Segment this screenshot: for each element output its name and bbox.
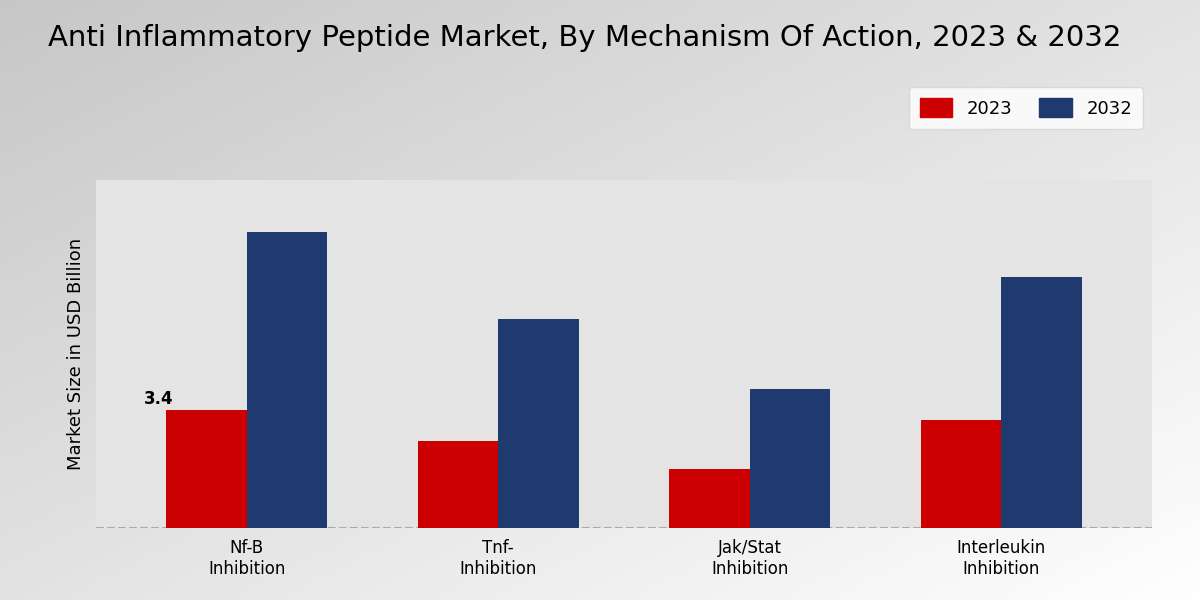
Text: Anti Inflammatory Peptide Market, By Mechanism Of Action, 2023 & 2032: Anti Inflammatory Peptide Market, By Mec… — [48, 24, 1121, 52]
Bar — [750, 389, 830, 528]
Bar — [247, 232, 328, 528]
Bar — [1001, 277, 1081, 528]
Bar — [167, 410, 247, 528]
Legend: 2023, 2032: 2023, 2032 — [908, 88, 1142, 128]
Y-axis label: Market Size in USD Billion: Market Size in USD Billion — [67, 238, 85, 470]
Bar — [920, 420, 1001, 528]
Bar — [498, 319, 578, 528]
Bar — [418, 441, 498, 528]
Text: 3.4: 3.4 — [144, 391, 173, 409]
Bar — [670, 469, 750, 528]
